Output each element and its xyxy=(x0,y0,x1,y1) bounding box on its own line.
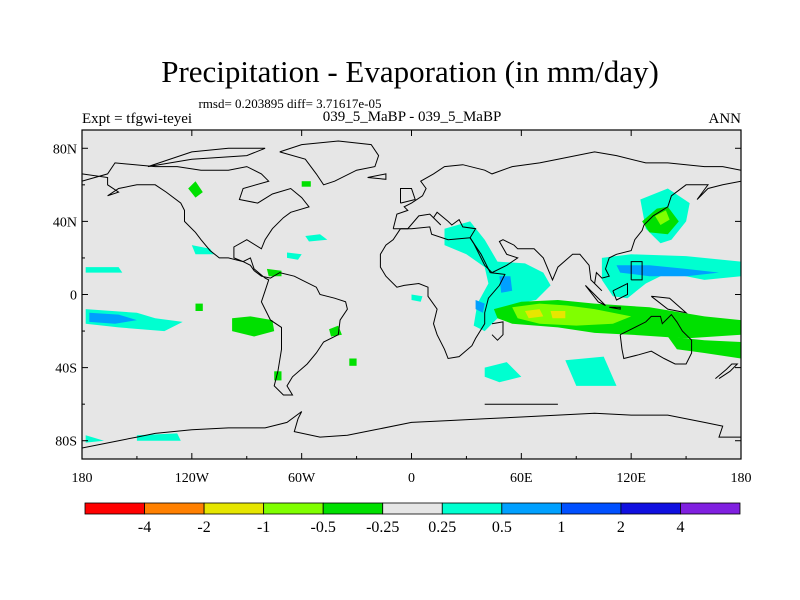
coastline-10 xyxy=(585,285,606,306)
contour-region-15 xyxy=(499,276,513,293)
contour-region-16 xyxy=(475,300,485,313)
colorbar-swatch-8 xyxy=(560,502,622,515)
colorbar-label-4: -0.25 xyxy=(366,519,399,536)
coastline-13 xyxy=(400,188,416,204)
colorbar-label-0: -4 xyxy=(138,519,151,536)
colorbar-swatch-1 xyxy=(144,502,205,515)
colorbar-swatch-2 xyxy=(203,502,265,515)
contour-region-32 xyxy=(301,181,311,187)
coastline-11 xyxy=(609,306,621,310)
stats-line: rmsd= 0.203895 diff= 3.71617e-05 xyxy=(198,96,381,111)
contour-region-8 xyxy=(266,268,282,277)
x-tick-label-0: 180 xyxy=(72,471,93,486)
colorbar-swatch-10 xyxy=(680,502,741,515)
colorbar: -4 -2 -1 -0.5 -0.25 0.25 0.5 1 2 4 xyxy=(84,502,741,536)
contour-region-25 xyxy=(525,309,544,319)
coastline-9 xyxy=(630,261,643,281)
coastline-1 xyxy=(279,140,380,186)
y-tick-label-4: 80S xyxy=(55,435,77,450)
contour-region-31 xyxy=(349,358,357,366)
contour-region-13 xyxy=(411,294,423,302)
contour-region-5 xyxy=(232,316,275,337)
y-tick-label-2: 0 xyxy=(70,289,77,304)
contour-region-30 xyxy=(195,303,203,311)
y-tick-label-1: 40N xyxy=(53,215,77,230)
colorbar-swatch-4 xyxy=(322,502,384,515)
contour-region-19 xyxy=(565,356,617,386)
colorbar-swatch-3 xyxy=(263,502,324,515)
contour-region-24 xyxy=(512,303,632,326)
coastline-3 xyxy=(393,180,741,292)
x-tick-label-6: 180 xyxy=(731,471,752,486)
coastline-15 xyxy=(650,295,688,314)
colorbar-label-5: 0.25 xyxy=(428,519,456,536)
colorbar-label-3: -0.5 xyxy=(311,519,336,536)
coastline-7 xyxy=(715,363,739,380)
coastlines xyxy=(82,140,741,449)
contour-region-29 xyxy=(655,210,670,225)
colorbar-label-2: -1 xyxy=(257,519,270,536)
contour-region-10 xyxy=(191,245,214,255)
coastline-6 xyxy=(619,313,693,365)
coastline-8 xyxy=(82,411,741,449)
contour-region-20 xyxy=(601,254,741,299)
coastline-5 xyxy=(491,321,504,341)
contour-region-7 xyxy=(188,181,203,198)
experiment-label: Expt = tfgwi-teyei xyxy=(82,111,192,127)
chart-subtitle: 039_5_MaBP - 039_5_MaBP xyxy=(323,109,502,125)
chart-title: Precipitation - Evaporation (in mm/day) xyxy=(161,54,659,89)
x-tick-label-5: 120E xyxy=(616,471,646,486)
contour-region-12 xyxy=(305,234,328,242)
contour-region-26 xyxy=(550,311,566,319)
colorbar-label-8: 2 xyxy=(617,519,625,536)
colorbar-label-6: 0.5 xyxy=(492,519,512,536)
contour-region-1 xyxy=(89,312,137,324)
coastline-17 xyxy=(147,147,266,168)
contour-region-3 xyxy=(85,435,104,443)
contour-region-2 xyxy=(85,267,123,273)
x-tick-label-3: 0 xyxy=(408,471,415,486)
colorbar-swatch-9 xyxy=(620,502,681,515)
contour-region-27 xyxy=(667,336,741,359)
colorbar-label-7: 1 xyxy=(557,519,565,536)
contour-region-11 xyxy=(287,252,302,260)
colorbar-swatch-5 xyxy=(382,502,443,515)
contour-region-14 xyxy=(444,221,551,332)
y-tick-label-0: 80N xyxy=(53,142,77,157)
x-tick-label-4: 60E xyxy=(510,471,533,486)
map-plot-area xyxy=(81,129,742,460)
colorbar-label-1: -2 xyxy=(197,519,210,536)
y-axis-ticks: 80N 40N 0 40S 80S xyxy=(53,142,741,450)
coastline-12 xyxy=(612,282,628,301)
y-tick-label-3: 40S xyxy=(55,362,77,377)
colorbar-swatch-6 xyxy=(441,502,503,515)
coastline-4 xyxy=(379,226,506,360)
season-label: ANN xyxy=(709,111,742,127)
coastline-14 xyxy=(367,173,387,180)
colorbar-swatch-7 xyxy=(501,502,562,515)
x-tick-label-2: 60W xyxy=(288,471,316,486)
coastline-0 xyxy=(82,162,348,396)
x-tick-label-1: 120W xyxy=(175,471,210,486)
contour-region-17 xyxy=(484,362,522,383)
colorbar-label-9: 4 xyxy=(676,519,684,536)
x-axis-ticks: 180 120W 60W 0 60E 120E 180 xyxy=(72,130,752,486)
coastline-2 xyxy=(392,151,741,229)
colorbar-swatch-0 xyxy=(84,502,145,515)
